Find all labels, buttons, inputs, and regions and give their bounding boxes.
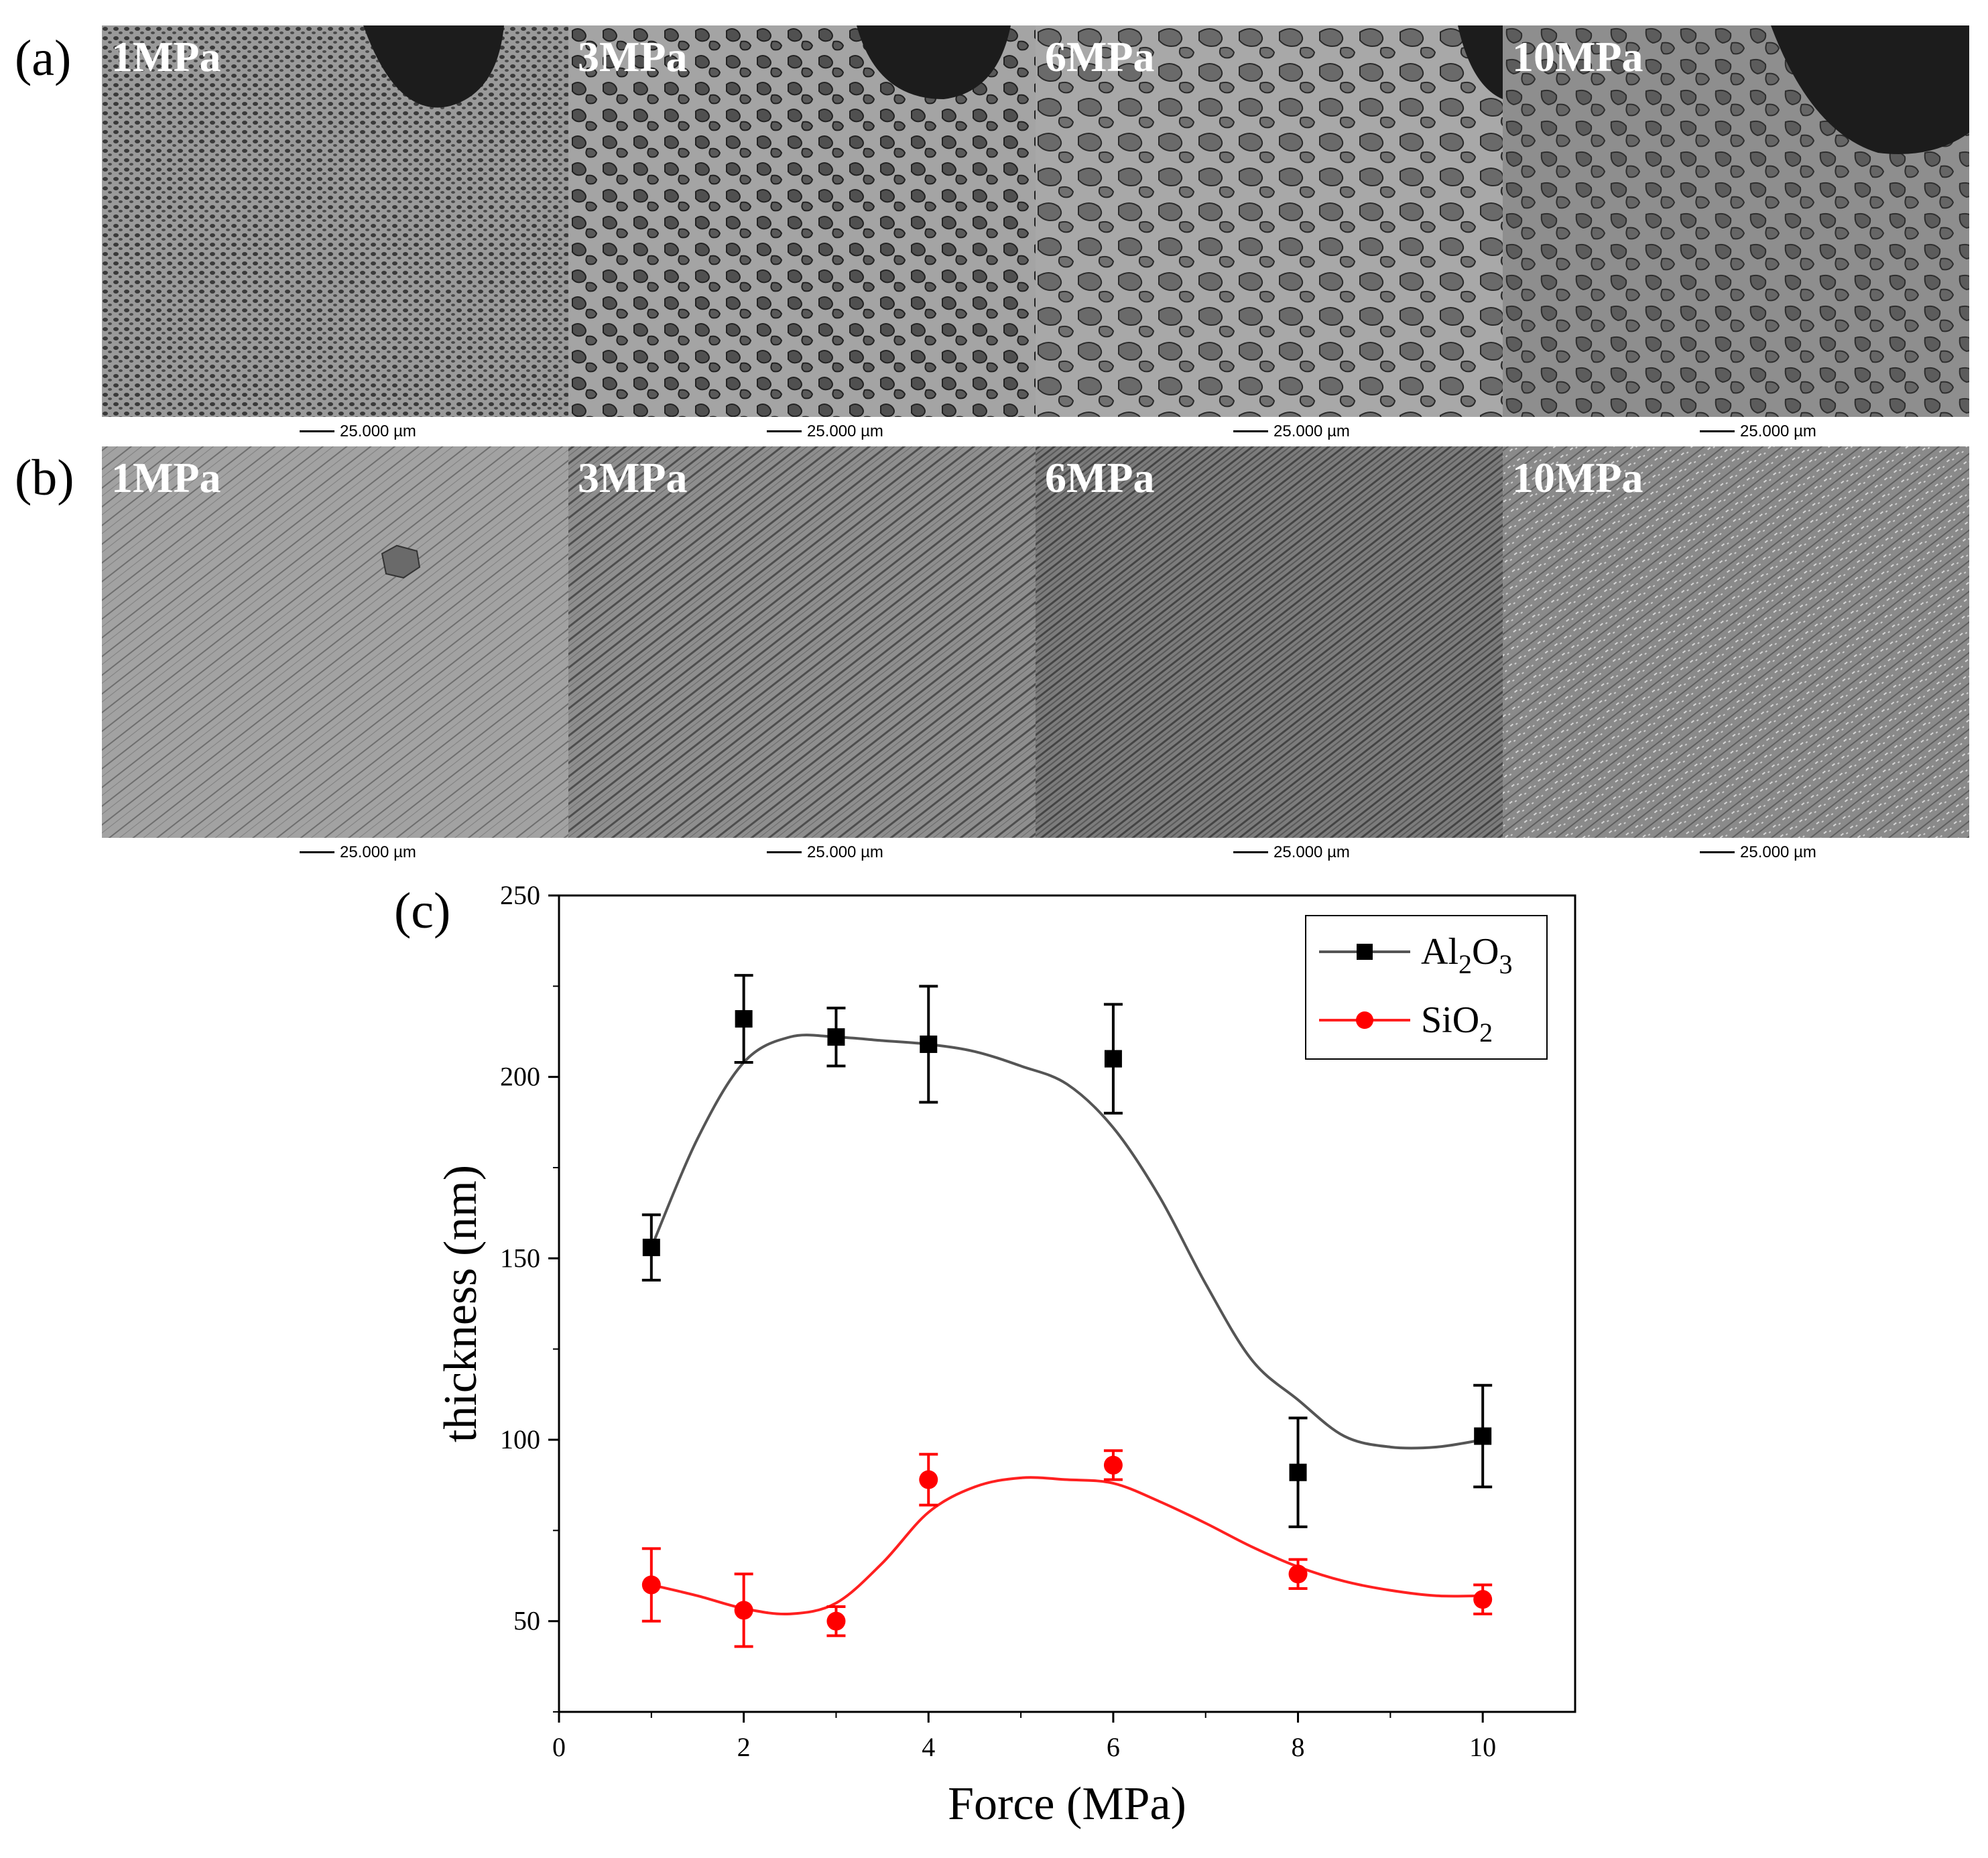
micrograph-texture <box>1503 446 1969 838</box>
pressure-label: 1MPa <box>111 454 221 501</box>
fit-curves <box>649 1034 1483 1616</box>
pressure-label: 10MPa <box>1512 33 1643 80</box>
thickness-chart: 50 100 150 200 250 0 2 4 6 8 10 Force (MPa) thick… <box>435 880 1576 1830</box>
legend: Al2O3 SiO2 <box>1305 915 1548 1060</box>
micrograph-texture <box>1503 25 1969 417</box>
data-point-al2o3 <box>827 1028 845 1046</box>
y-tick-label: 250 <box>500 880 540 910</box>
legend-label-al2o3: Al2O3 <box>1421 931 1512 979</box>
micrograph-b-1: 1MPa <box>102 446 568 838</box>
y-tick-label: 100 <box>500 1424 540 1454</box>
fit-curve-al2o3 <box>649 1034 1483 1450</box>
y-axis-label: thickness (nm) <box>435 1165 487 1442</box>
data-point-sio2 <box>641 1575 661 1595</box>
plot-area <box>558 894 1576 1713</box>
data-point-al2o3 <box>1104 1050 1122 1068</box>
micrograph-a-3: 3MPa <box>568 25 1036 417</box>
data-point-sio2 <box>1288 1564 1308 1584</box>
data-point-al2o3 <box>920 1035 938 1053</box>
x-tick-label: 4 <box>922 1732 935 1762</box>
panel-a-label: (a) <box>15 30 72 86</box>
micrograph-b-3: 3MPa <box>568 446 1036 838</box>
data-point-sio2 <box>1473 1590 1493 1609</box>
micrograph-b-10: 10MPa <box>1503 446 1969 838</box>
data-point-sio2 <box>919 1470 938 1489</box>
data-point-sio2 <box>826 1611 846 1631</box>
x-tick-label: 8 <box>1292 1732 1305 1762</box>
plot-frame <box>558 894 1576 1713</box>
x-tick-label: 2 <box>737 1732 751 1762</box>
x-tick-label: 0 <box>552 1732 566 1762</box>
micrograph-texture <box>102 446 568 838</box>
pressure-label: 6MPa <box>1045 33 1155 80</box>
micrograph-b-6: 6MPa <box>1036 446 1503 838</box>
panel-c-label: (c) <box>394 883 451 939</box>
data-point-sio2 <box>734 1601 753 1620</box>
data-point-sio2 <box>1103 1455 1123 1475</box>
y-axis: 50 100 150 200 250 <box>500 880 559 1713</box>
micrograph-texture <box>568 446 1036 838</box>
micrograph-texture <box>1036 25 1503 417</box>
micrograph-a-10: 10MPa <box>1503 25 1969 417</box>
micrograph-texture <box>568 25 1036 417</box>
legend-marker-sio2 <box>1356 1011 1373 1029</box>
x-axis: 0 2 4 6 8 10 <box>552 1712 1496 1762</box>
pressure-label: 3MPa <box>578 454 688 501</box>
legend-box <box>1305 915 1548 1060</box>
micrograph-texture <box>102 25 568 417</box>
x-tick-label: 6 <box>1107 1732 1120 1762</box>
pressure-label: 10MPa <box>1512 454 1643 501</box>
legend-marker-al2o3 <box>1357 944 1373 960</box>
data-point-al2o3 <box>1289 1463 1307 1481</box>
data-point-al2o3 <box>1474 1427 1492 1445</box>
pressure-label: 1MPa <box>111 33 221 80</box>
micrograph-a-1: 1MPa <box>102 25 568 417</box>
x-tick-label: 10 <box>1469 1732 1496 1762</box>
data-markers <box>641 1010 1493 1631</box>
y-tick-label: 150 <box>500 1243 540 1273</box>
data-point-al2o3 <box>735 1010 753 1028</box>
micrograph-a-6: 6MPa <box>1036 25 1503 417</box>
panel-b-label: (b) <box>15 450 74 506</box>
pressure-label: 3MPa <box>578 33 688 80</box>
micrograph-texture <box>1036 446 1503 838</box>
y-tick-label: 50 <box>513 1606 540 1636</box>
data-point-al2o3 <box>642 1239 660 1257</box>
error-bars <box>641 974 1493 1648</box>
fit-curve-sio2 <box>651 1476 1483 1616</box>
x-axis-label: Force (MPa) <box>948 1778 1186 1830</box>
legend-label-sio2: SiO2 <box>1421 999 1493 1048</box>
pressure-label: 6MPa <box>1045 454 1155 501</box>
y-tick-label: 200 <box>500 1062 540 1092</box>
